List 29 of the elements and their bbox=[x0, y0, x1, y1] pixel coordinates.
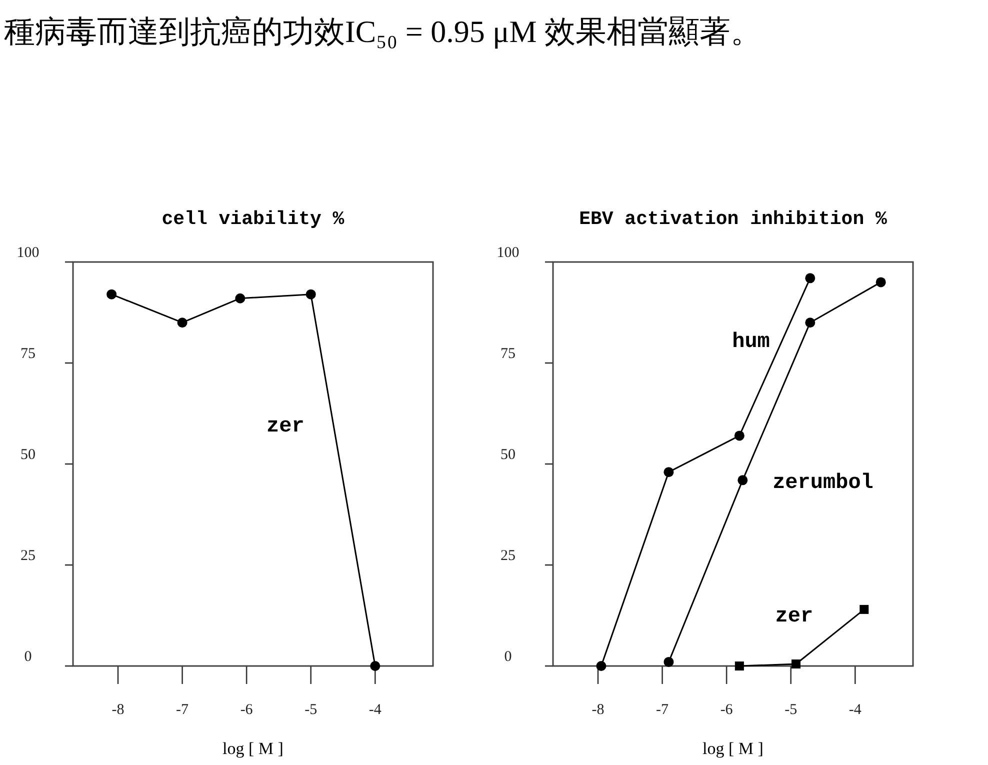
y-tick-label: 25 bbox=[500, 548, 516, 564]
y-tick-label: 25 bbox=[20, 548, 36, 564]
y-tick-label: 0 bbox=[24, 649, 32, 665]
y-tick-label: 0 bbox=[504, 649, 512, 665]
y-tick-label: 50 bbox=[20, 447, 36, 463]
chart-title: EBV activation inhibition % bbox=[579, 208, 888, 230]
x-tick-label: -6 bbox=[720, 702, 734, 718]
x-tick-label: -6 bbox=[240, 702, 254, 718]
x-tick-label: -4 bbox=[848, 702, 862, 718]
x-tick-label: -8 bbox=[592, 702, 604, 718]
y-tick-label: 75 bbox=[20, 346, 36, 362]
x-tick-label: -5 bbox=[304, 702, 318, 718]
y-tick-label: 50 bbox=[500, 447, 516, 463]
series-label: zer bbox=[266, 416, 304, 439]
series-label: zer bbox=[775, 606, 814, 629]
x-tick-label: -5 bbox=[784, 702, 798, 718]
x-tick-label: -7 bbox=[656, 702, 670, 718]
chart-title: cell viability % bbox=[162, 208, 345, 230]
x-axis-title: log [ M ] bbox=[222, 739, 284, 758]
series-label: zerumbol bbox=[772, 472, 874, 496]
text: 種病毒而達到抗癌的功效IC₅₀ = 0.95 μM 效果相當顯著。 bbox=[4, 14, 762, 49]
x-tick-label: -7 bbox=[176, 702, 190, 718]
x-axis-title: log [ M ] bbox=[702, 739, 764, 758]
y-tick-label: 100 bbox=[16, 245, 40, 261]
y-tick-label: 75 bbox=[500, 346, 516, 362]
x-tick-label: -4 bbox=[368, 702, 382, 718]
series-label: hum bbox=[732, 330, 770, 354]
y-tick-label: 100 bbox=[496, 245, 520, 261]
x-tick-label: -8 bbox=[112, 702, 124, 718]
